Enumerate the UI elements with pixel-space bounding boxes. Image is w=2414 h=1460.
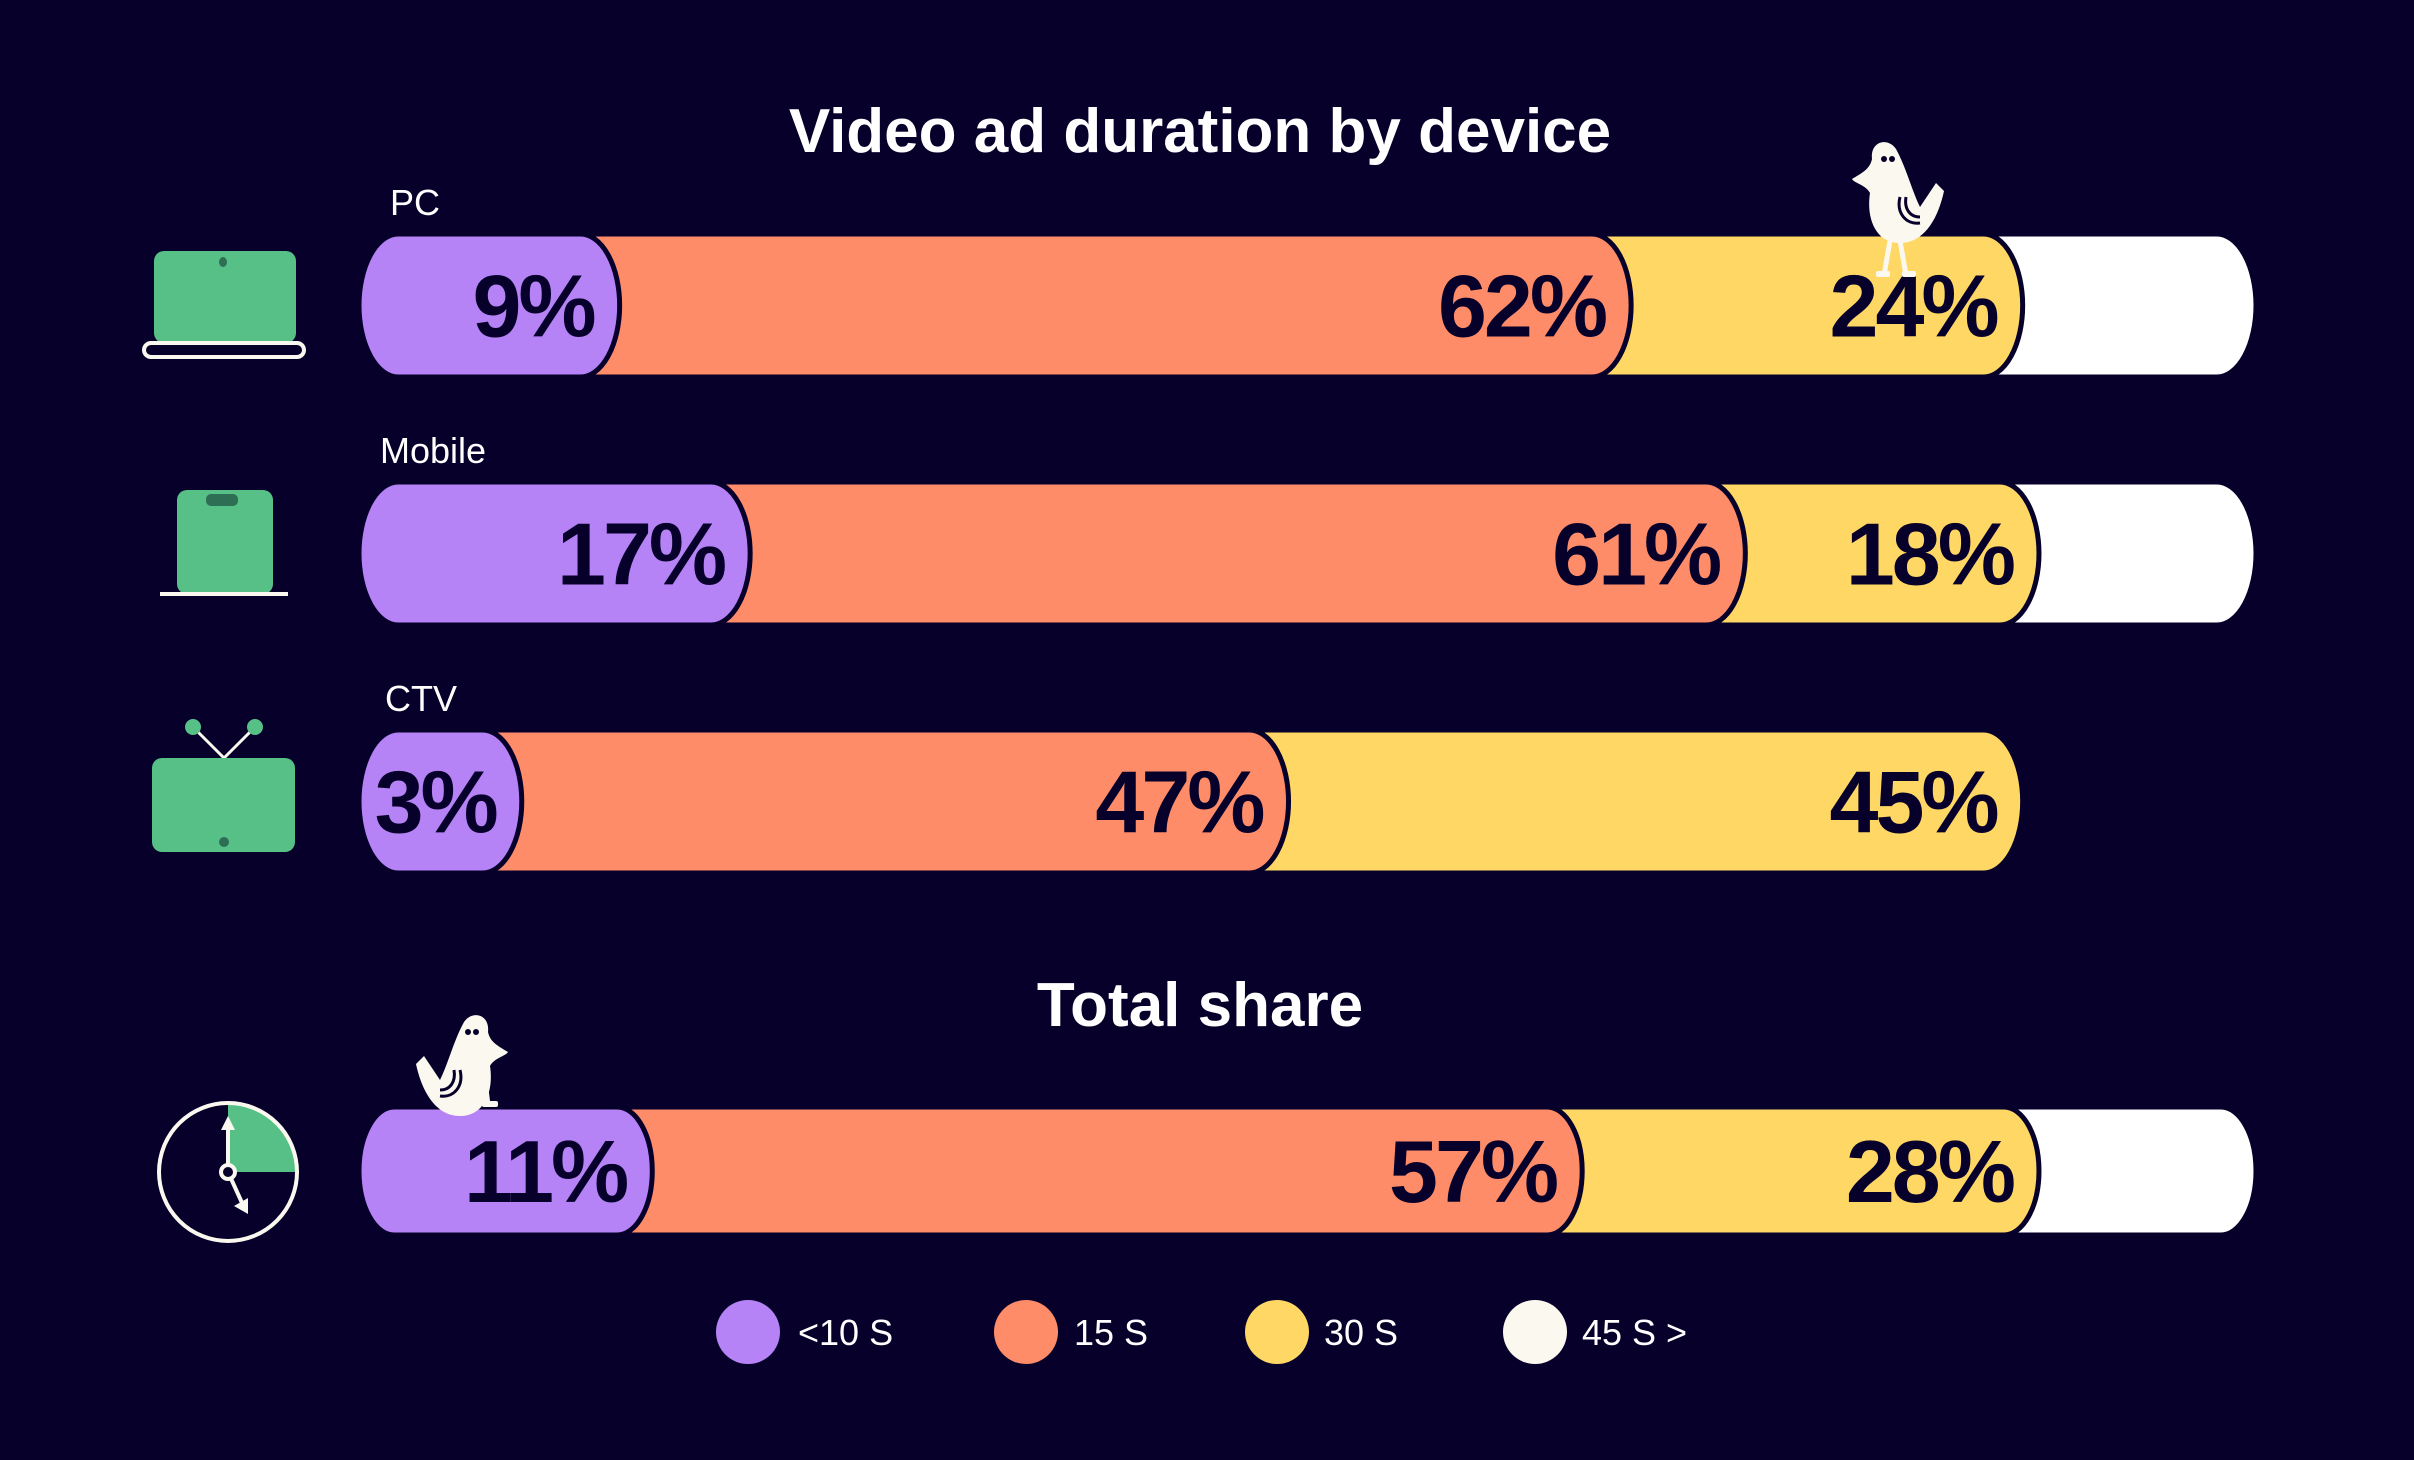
legend-item-under-10s: <10 S (716, 1300, 893, 1364)
chart-title: Video ad duration by device (789, 97, 1611, 166)
bird-illustration-pc (1852, 142, 1944, 277)
row-label-pc: PC (390, 182, 440, 223)
legend-label: 45 S > (1582, 1312, 1687, 1353)
legend-label: 15 S (1074, 1312, 1148, 1353)
bar-segment-10-s (356, 479, 753, 628)
data-label: 9% (472, 257, 594, 356)
legend-item-45s-plus: 45 S > (1503, 1300, 1687, 1364)
bar-row-pc: 9% 62% 24% (356, 231, 2259, 380)
data-label: 47% (1095, 753, 1263, 852)
legend-label: 30 S (1324, 1312, 1398, 1353)
bar-segment-10-s (356, 1104, 655, 1238)
row-label-mobile: Mobile (380, 430, 486, 471)
data-label: 61% (1552, 505, 1720, 604)
data-label: 17% (557, 505, 725, 604)
total-share-title: Total share (1037, 971, 1363, 1040)
bird-legs-total (452, 1039, 498, 1107)
bar-segment-10-s (356, 727, 525, 876)
legend-item-15s: 15 S (994, 1300, 1148, 1364)
legend-swatch (1503, 1300, 1567, 1364)
row-label-ctv: CTV (385, 678, 457, 719)
data-label: 45% (1830, 753, 1998, 852)
clock-icon (157, 1101, 299, 1243)
bar-row-mobile: 17% 61% 18% (356, 479, 2259, 628)
tv-icon (152, 719, 295, 852)
data-label: 28% (1846, 1122, 2014, 1221)
bar-row-total-share: 11% 57% 28% (356, 1104, 2259, 1238)
mobile-phone-icon (160, 490, 288, 596)
legend-swatch (716, 1300, 780, 1364)
data-label: 62% (1438, 257, 1606, 356)
data-label: 3% (375, 753, 497, 852)
data-label: 11% (464, 1122, 627, 1221)
laptop-icon (142, 251, 306, 359)
legend-label: <10 S (798, 1312, 893, 1353)
legend-swatch (994, 1300, 1058, 1364)
legend: <10 S 15 S 30 S 45 S > (716, 1300, 1687, 1364)
data-label: 57% (1389, 1122, 1557, 1221)
legend-item-30s: 30 S (1245, 1300, 1398, 1364)
bar-row-ctv: 3% 47% 45% (356, 727, 2026, 876)
bar-segment-10-s (356, 231, 623, 380)
data-label: 18% (1846, 505, 2014, 604)
legend-swatch (1245, 1300, 1309, 1364)
